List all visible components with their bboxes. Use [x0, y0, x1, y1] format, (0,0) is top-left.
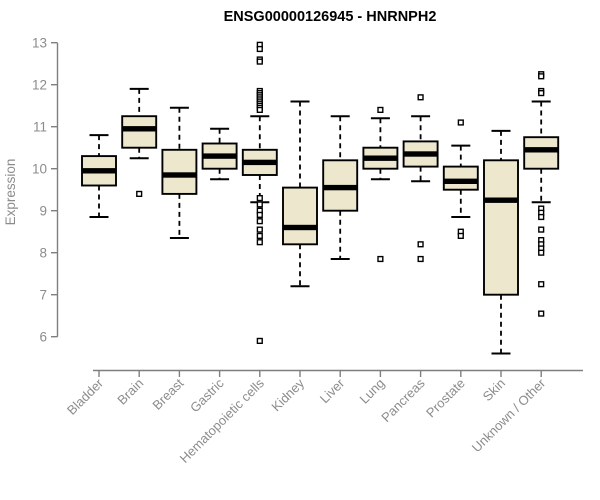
x-label-breast: Breast — [149, 375, 186, 412]
x-label-skin: Skin — [480, 376, 508, 404]
x-label-kidney: Kidney — [268, 375, 307, 414]
outlier-lung-1 — [377, 255, 384, 263]
box-kidney — [282, 186, 318, 246]
box-group-breast — [161, 106, 198, 239]
outlier-hematopoietic-cells-15 — [256, 201, 263, 208]
y-tick-label-9: 9 — [39, 203, 47, 218]
box-brain — [121, 115, 158, 149]
y-axis-label: Expression — [3, 159, 18, 226]
outlier-hematopoietic-cells-22 — [256, 337, 263, 345]
outlier-pancreas-0 — [417, 94, 424, 101]
y-tick-label-6: 6 — [39, 329, 47, 344]
box-series-group — [81, 41, 560, 355]
outlier-unknown-other-7 — [538, 226, 545, 233]
median-kidney — [283, 224, 317, 231]
box-group-liver — [322, 115, 359, 260]
outlier-unknown-other-3 — [538, 89, 545, 97]
outlier-pancreas-1 — [417, 241, 424, 248]
box-unknown-other — [523, 136, 560, 170]
x-label-pancreas: Pancreas — [378, 375, 428, 425]
median-unknown-other — [524, 147, 559, 153]
outlier-unknown-other-13 — [538, 310, 545, 317]
box-group-bladder — [81, 134, 117, 218]
y-axis: 6 7 8 9 10 11 12 13 — [32, 35, 59, 344]
median-liver — [323, 184, 358, 191]
median-brain — [122, 126, 157, 132]
outlier-brain-0 — [136, 190, 143, 198]
median-hematopoietic-cells — [242, 159, 277, 166]
y-tick-label-11: 11 — [33, 119, 47, 134]
y-tick-label-8: 8 — [39, 245, 47, 260]
x-label-bladder: Bladder — [64, 375, 107, 418]
outlier-hematopoietic-cells-1 — [256, 45, 263, 53]
box-group-lung — [362, 106, 399, 263]
x-label-prostate: Prostate — [423, 376, 468, 421]
box-skin — [483, 159, 519, 296]
outlier-hematopoietic-cells-14 — [256, 194, 263, 202]
outlier-hematopoietic-cells-13 — [256, 106, 263, 114]
y-tick-label-13: 13 — [32, 35, 47, 50]
outlier-pancreas-2 — [417, 255, 424, 263]
y-tick-label-10: 10 — [32, 161, 47, 176]
outlier-hematopoietic-cells-20 — [256, 232, 263, 240]
y-tick-label-7: 7 — [39, 287, 47, 302]
box-group-skin — [483, 129, 519, 355]
box-group-prostate — [442, 119, 479, 240]
x-label-unknown-other: Unknown / Other — [469, 375, 549, 455]
outlier-hematopoietic-cells-17 — [256, 211, 263, 219]
outlier-unknown-other-1 — [538, 73, 545, 80]
box-group-gastric — [201, 127, 238, 181]
x-label-lung: Lung — [356, 376, 387, 407]
outlier-hematopoietic-cells-18 — [256, 218, 263, 225]
median-pancreas — [403, 151, 438, 157]
outlier-hematopoietic-cells-3 — [256, 58, 263, 65]
x-label-gastric: Gastric — [187, 375, 227, 415]
x-label-brain: Brain — [114, 376, 146, 408]
box-breast — [161, 148, 198, 195]
outlier-hematopoietic-cells-21 — [256, 239, 263, 246]
outlier-prostate-2 — [457, 232, 464, 240]
outlier-lung-0 — [377, 106, 384, 114]
outlier-unknown-other-12 — [538, 281, 545, 288]
box-group-kidney — [282, 100, 318, 288]
box-prostate — [442, 165, 479, 191]
outlier-unknown-other-11 — [538, 249, 545, 256]
outlier-unknown-other-6 — [538, 213, 545, 221]
outlier-prostate-0 — [457, 119, 464, 126]
median-bladder — [82, 168, 116, 174]
box-group-hematopoietic-cells — [241, 41, 278, 345]
median-gastric — [202, 153, 237, 159]
chart-title: ENSG00000126945 - HNRNPH2 — [224, 9, 437, 25]
box-group-brain — [121, 87, 158, 198]
box-group-pancreas — [402, 94, 439, 263]
median-breast — [162, 172, 197, 178]
y-tick-label-12: 12 — [32, 77, 47, 92]
median-prostate — [443, 178, 478, 184]
median-skin — [484, 197, 518, 203]
x-label-liver: Liver — [317, 375, 348, 406]
outlier-hematopoietic-cells-19 — [256, 226, 263, 233]
median-lung — [363, 155, 398, 161]
box-group-unknown-other — [523, 71, 560, 317]
